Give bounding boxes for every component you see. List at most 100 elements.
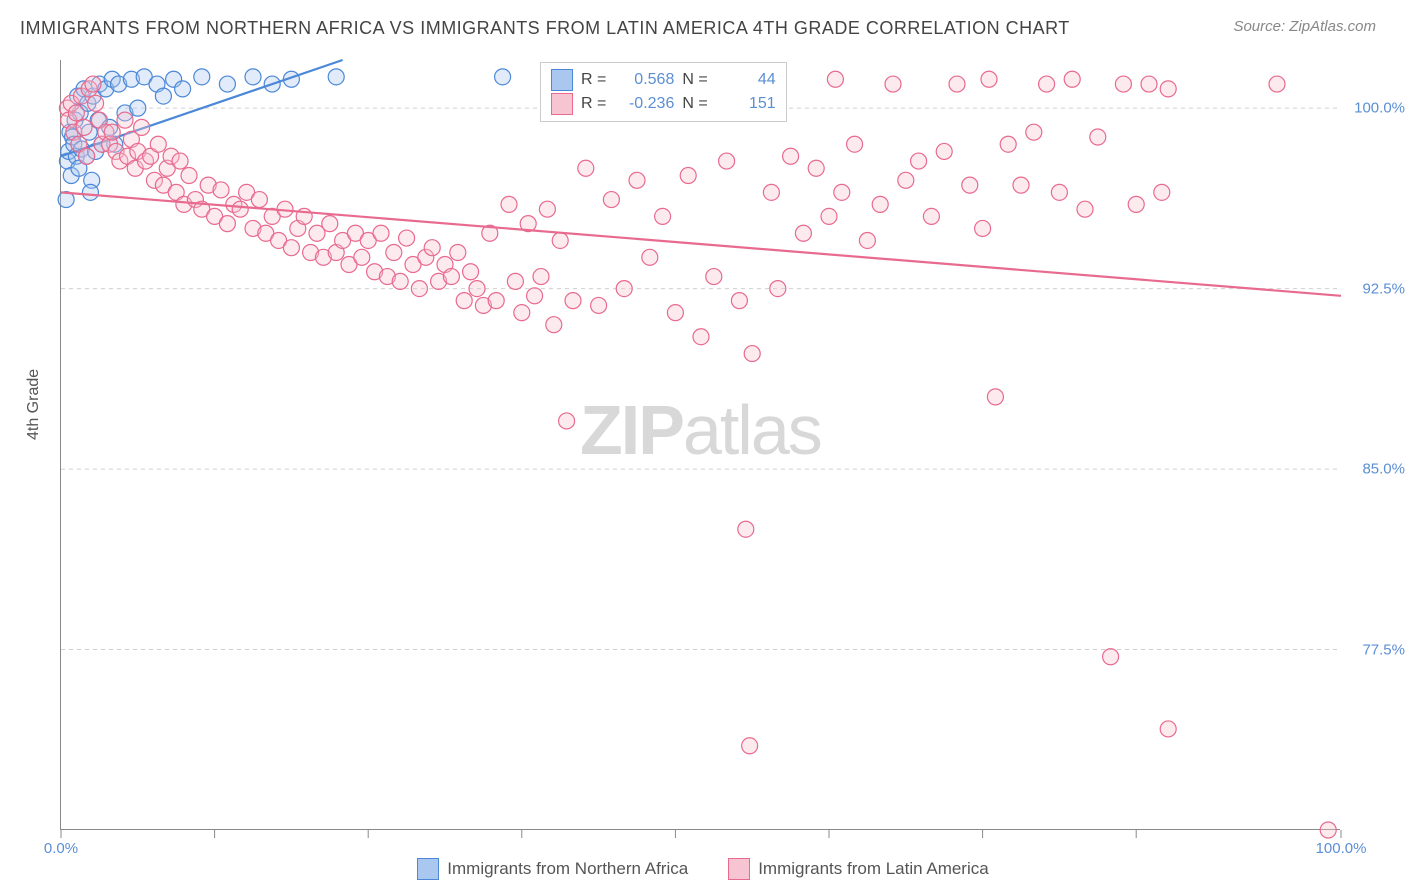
scatter-point — [1026, 124, 1042, 140]
scatter-point — [1269, 76, 1285, 92]
scatter-point — [1039, 76, 1055, 92]
series-legend-item: Immigrants from Latin America — [728, 858, 989, 880]
scatter-point — [981, 71, 997, 87]
scatter-point — [885, 76, 901, 92]
scatter-point — [655, 208, 671, 224]
scatter-point — [1160, 81, 1176, 97]
scatter-point — [1320, 822, 1336, 838]
scatter-point — [488, 293, 504, 309]
scatter-point — [719, 153, 735, 169]
scatter-point — [322, 216, 338, 232]
x-tick-label: 100.0% — [1316, 840, 1367, 857]
scatter-point — [770, 281, 786, 297]
scatter-point — [603, 192, 619, 208]
scatter-point — [693, 329, 709, 345]
chart-svg — [61, 60, 1340, 829]
scatter-point — [194, 69, 210, 85]
legend-n-value: 44 — [716, 71, 776, 89]
y-tick-label: 92.5% — [1362, 280, 1405, 297]
scatter-point — [559, 413, 575, 429]
scatter-point — [763, 184, 779, 200]
scatter-point — [463, 264, 479, 280]
scatter-point — [443, 269, 459, 285]
scatter-point — [392, 273, 408, 289]
scatter-point — [328, 69, 344, 85]
scatter-point — [1000, 136, 1016, 152]
scatter-point — [949, 76, 965, 92]
scatter-point — [565, 293, 581, 309]
scatter-point — [386, 245, 402, 261]
scatter-point — [76, 119, 92, 135]
scatter-point — [936, 143, 952, 159]
y-tick-label: 77.5% — [1362, 641, 1405, 658]
scatter-point — [738, 521, 754, 537]
scatter-point — [424, 240, 440, 256]
trend-line — [61, 192, 1341, 295]
scatter-point — [1128, 196, 1144, 212]
scatter-point — [847, 136, 863, 152]
x-tick-label: 0.0% — [44, 840, 78, 857]
stats-legend: R =0.568 N =44R =-0.236 N =151 — [540, 62, 787, 122]
scatter-point — [975, 220, 991, 236]
scatter-point — [539, 201, 555, 217]
scatter-point — [680, 168, 696, 184]
scatter-point — [354, 249, 370, 265]
series-legend-label: Immigrants from Northern Africa — [447, 859, 688, 879]
scatter-point — [219, 216, 235, 232]
scatter-point — [533, 269, 549, 285]
scatter-point — [1141, 76, 1157, 92]
scatter-point — [68, 105, 84, 121]
scatter-point — [1154, 184, 1170, 200]
legend-r-value: -0.236 — [614, 95, 674, 113]
scatter-point — [706, 269, 722, 285]
scatter-point — [591, 297, 607, 313]
scatter-point — [808, 160, 824, 176]
scatter-point — [373, 225, 389, 241]
scatter-point — [219, 76, 235, 92]
scatter-point — [962, 177, 978, 193]
scatter-point — [1013, 177, 1029, 193]
scatter-point — [469, 281, 485, 297]
scatter-point — [411, 281, 427, 297]
scatter-point — [172, 153, 188, 169]
series-legend: Immigrants from Northern Africa Immigrant… — [0, 858, 1406, 880]
scatter-point — [872, 196, 888, 212]
legend-swatch — [551, 69, 573, 91]
scatter-point — [495, 69, 511, 85]
scatter-point — [616, 281, 632, 297]
legend-n-value: 151 — [716, 95, 776, 113]
series-legend-label: Immigrants from Latin America — [758, 859, 989, 879]
scatter-point — [742, 738, 758, 754]
scatter-point — [1160, 721, 1176, 737]
legend-swatch — [551, 93, 573, 115]
chart-title: IMMIGRANTS FROM NORTHERN AFRICA VS IMMIG… — [20, 18, 1070, 39]
scatter-point — [232, 201, 248, 217]
scatter-point — [859, 232, 875, 248]
scatter-point — [1064, 71, 1080, 87]
scatter-point — [88, 95, 104, 111]
scatter-point — [134, 119, 150, 135]
scatter-point — [450, 245, 466, 261]
scatter-point — [546, 317, 562, 333]
scatter-point — [795, 225, 811, 241]
source-label: Source: ZipAtlas.com — [1233, 18, 1376, 35]
scatter-point — [155, 88, 171, 104]
legend-n-label: N = — [682, 95, 707, 113]
legend-r-label: R = — [581, 71, 606, 89]
scatter-point — [527, 288, 543, 304]
scatter-point — [987, 389, 1003, 405]
scatter-point — [85, 76, 101, 92]
scatter-point — [552, 232, 568, 248]
scatter-point — [501, 196, 517, 212]
scatter-point — [130, 100, 146, 116]
scatter-point — [79, 148, 95, 164]
scatter-point — [399, 230, 415, 246]
scatter-point — [456, 293, 472, 309]
scatter-point — [104, 124, 120, 140]
scatter-point — [507, 273, 523, 289]
scatter-point — [911, 153, 927, 169]
scatter-point — [213, 182, 229, 198]
scatter-point — [251, 192, 267, 208]
series-legend-item: Immigrants from Northern Africa — [417, 858, 688, 880]
scatter-point — [283, 240, 299, 256]
